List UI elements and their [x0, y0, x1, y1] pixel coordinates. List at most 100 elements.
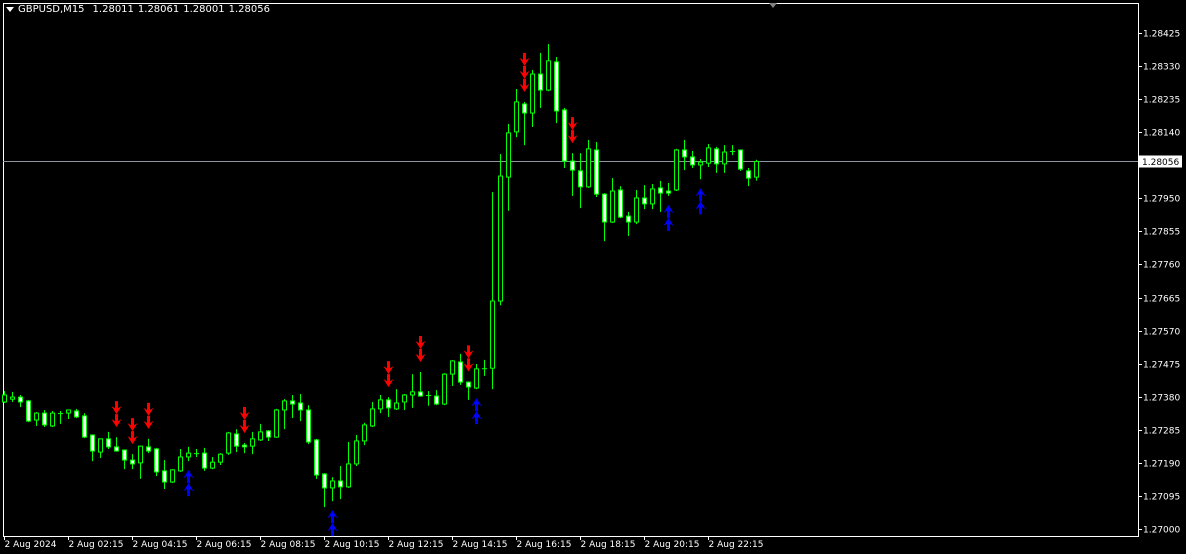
- candle-body-bear: [290, 400, 295, 405]
- candle: [594, 141, 599, 197]
- candle: [538, 52, 543, 108]
- candle: [170, 469, 175, 484]
- candle: [402, 393, 407, 410]
- candle: [738, 149, 743, 171]
- candle-body-bull: [730, 150, 735, 152]
- ohlc-close: 1.28056: [228, 4, 270, 15]
- candle: [690, 150, 695, 169]
- candle: [546, 44, 551, 92]
- candle: [602, 193, 607, 242]
- candle-body-bull: [498, 175, 503, 302]
- candle-body-bear: [90, 434, 95, 452]
- candle: [754, 159, 759, 181]
- candle-body-bull: [426, 394, 431, 396]
- x-tick-label: 2 Aug 10:15: [325, 540, 380, 550]
- candle-body-bear: [234, 433, 239, 447]
- candle: [66, 409, 71, 420]
- candle: [450, 360, 455, 386]
- y-tick-label: 1.27760: [1143, 261, 1180, 271]
- candle-body-bull: [178, 456, 183, 472]
- candle: [586, 139, 591, 188]
- buy-signal-arrow-up-icon: [471, 398, 482, 412]
- candle: [90, 434, 95, 462]
- candle: [274, 408, 279, 438]
- buy-signal-arrow-up-icon: [327, 510, 338, 524]
- candle: [138, 445, 143, 479]
- candle: [522, 101, 527, 146]
- candle: [562, 107, 567, 169]
- sell-signal-arrow-down-icon: [567, 117, 578, 131]
- candle: [322, 472, 327, 508]
- sell-signal-arrow-down-icon: [463, 358, 474, 372]
- candle: [130, 454, 135, 470]
- x-tick-label: 2 Aug 08:15: [261, 540, 316, 550]
- candle: [466, 381, 471, 400]
- candle: [650, 184, 655, 210]
- candle-body-bull: [610, 190, 615, 223]
- y-tick-label: 1.27855: [1143, 228, 1180, 238]
- current-price-box: [1139, 155, 1182, 168]
- candle: [258, 423, 263, 441]
- candle: [458, 353, 463, 385]
- sell-signal-arrow-down-icon: [567, 130, 578, 144]
- candle: [386, 397, 391, 417]
- candle: [50, 411, 55, 428]
- candle: [34, 412, 39, 426]
- candle-body-bear: [570, 160, 575, 171]
- candle-body-bull: [442, 373, 447, 405]
- candle-body-bear: [434, 395, 439, 405]
- x-tick-label: 2 Aug 20:15: [645, 540, 700, 550]
- candle-body-bear: [418, 391, 423, 397]
- candle: [242, 443, 247, 454]
- candle-body-bear: [554, 61, 559, 112]
- candle: [18, 394, 23, 408]
- candle: [146, 438, 151, 454]
- y-tick-label: 1.27570: [1143, 328, 1180, 338]
- ohlc-high: 1.28061: [137, 4, 180, 15]
- candle-body-bear: [458, 361, 463, 383]
- candle: [554, 57, 559, 124]
- candle-body-bull: [754, 160, 759, 178]
- y-tick-label: 1.28425: [1143, 30, 1180, 40]
- candle-body-bear: [538, 73, 543, 91]
- candle-body-bull: [258, 431, 263, 441]
- sell-signal-arrow-down-icon: [143, 415, 154, 429]
- x-tick-label: 2 Aug 18:15: [581, 540, 636, 550]
- candle-body-bear: [298, 402, 303, 411]
- candle-body-bull: [586, 148, 591, 188]
- candle: [74, 408, 79, 418]
- y-tick-label: 1.27095: [1143, 493, 1180, 503]
- chart-menu-triangle-icon[interactable]: [6, 7, 14, 12]
- chart-header: GBPUSD,M15 1.28011 1.28061 1.28001 1.280…: [6, 4, 270, 15]
- candle: [162, 460, 167, 489]
- candle-body-bear: [74, 410, 79, 418]
- symbol-label: GBPUSD,M15: [18, 4, 85, 15]
- candle: [490, 192, 495, 390]
- candle: [370, 401, 375, 428]
- candle-body-bull: [546, 60, 551, 91]
- candle: [626, 211, 631, 236]
- candle-body-bull: [250, 438, 255, 447]
- candle: [330, 477, 335, 502]
- y-tick-label: 1.27190: [1143, 460, 1180, 470]
- candle: [722, 145, 727, 173]
- candle: [570, 153, 575, 196]
- y-tick-label: 1.28235: [1143, 96, 1180, 106]
- candle-body-bear: [82, 415, 87, 438]
- candle-body-bear: [618, 189, 623, 218]
- candle: [298, 393, 303, 422]
- chart-shift-marker-icon[interactable]: [769, 3, 777, 8]
- candle: [682, 139, 687, 171]
- candle: [434, 390, 439, 406]
- sell-signal-arrow-down-icon: [519, 52, 530, 66]
- candle-body-bull: [274, 409, 279, 438]
- candle-body-bear: [58, 413, 63, 415]
- y-tick-label: 1.28330: [1143, 63, 1180, 73]
- candle: [338, 465, 343, 500]
- candle-body-bull: [50, 412, 55, 427]
- candle: [610, 178, 615, 224]
- candle: [194, 448, 199, 457]
- candle: [394, 389, 399, 410]
- candle-body-bull: [514, 101, 519, 133]
